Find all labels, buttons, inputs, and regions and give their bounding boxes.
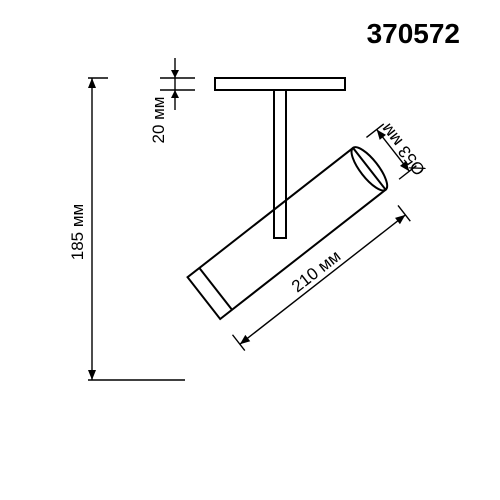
- dimension-diagram: 210 мм Ø53 мм 185 мм: [0, 0, 500, 500]
- end-cap-divider: [199, 268, 232, 310]
- drop-rod: [274, 90, 286, 238]
- length-label: 210 мм: [288, 246, 344, 296]
- diameter-label: Ø53 мм: [377, 120, 429, 179]
- top-thickness-label: 20 мм: [149, 96, 168, 143]
- height-label: 185 мм: [68, 204, 87, 260]
- base-plate: [215, 78, 345, 90]
- product-code: 370572: [367, 18, 460, 50]
